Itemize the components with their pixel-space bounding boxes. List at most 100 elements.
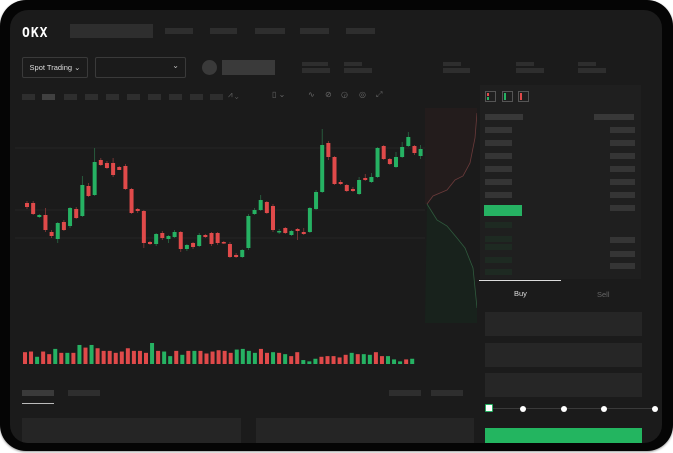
nav-item[interactable] [255,28,285,34]
ask-amount [610,140,635,146]
volume-bar [222,350,227,364]
candle-body [104,163,109,168]
candle-body [111,163,116,175]
depth-chart [425,108,477,323]
pair-dropdown[interactable]: ⌄ [95,57,186,78]
volume-bar [386,356,390,364]
search-placeholder[interactable] [70,24,153,38]
slider-stop[interactable] [561,406,567,412]
indicator-icon[interactable]: ⩘ ⌄ [228,90,239,99]
timeframe-button[interactable] [106,94,119,100]
camera-icon[interactable]: ◶ [341,90,348,99]
timeframe-button[interactable] [210,94,223,100]
tab-buy[interactable]: Buy [514,289,527,298]
candle-body [375,148,380,177]
timeframe-button[interactable] [148,94,161,100]
candlestick-chart[interactable] [10,10,430,380]
nav-item[interactable] [346,28,375,34]
candle-body [80,185,85,216]
slider-stop[interactable] [601,406,607,412]
ask-price [485,127,512,133]
line-tool-icon[interactable]: ∿ [308,90,315,99]
price-input[interactable] [485,312,642,336]
volume-bar [252,352,257,364]
slider-stop[interactable] [652,406,658,412]
amount-slider-track[interactable] [489,408,657,409]
candle-body [61,222,66,230]
volume-bar [283,354,288,364]
chevron-down-icon: ⌄ [172,61,179,70]
orders-panel [22,418,241,443]
spot-trading-selector[interactable]: Spot Trading ⌄ [22,57,88,78]
filter-button[interactable] [389,390,421,396]
volume-bar [295,352,300,364]
candle-body [332,157,337,184]
timeframe-button[interactable] [127,94,140,100]
filter-button[interactable] [431,390,463,396]
volume-bar [289,356,294,364]
candle-body [301,232,306,234]
timeframe-button[interactable] [22,94,35,100]
nav-item[interactable] [210,28,237,34]
volume-bar [35,356,40,364]
nav-item[interactable] [165,28,193,34]
bid-amount [610,251,635,257]
volume-bar [361,354,366,364]
fullscreen-icon[interactable]: ⤢ [376,90,383,99]
candle-body [197,235,202,246]
volume-bar [89,344,94,364]
settings-icon[interactable]: ◎ [359,90,366,99]
orderbook-bids-icon[interactable] [502,91,513,102]
candle-body [98,160,103,165]
candle-body [92,162,97,195]
bid-price [485,222,512,228]
nav-item[interactable] [300,28,329,34]
volume-bar [398,361,403,364]
tab-order-history[interactable] [68,390,100,396]
candle-body [160,233,165,238]
bid-price [485,269,512,275]
total-input[interactable] [485,373,642,397]
volume-bar [343,354,348,364]
volume-bar [137,350,142,364]
bid-depth-line [426,203,477,309]
orderbook-both-icon[interactable] [485,91,496,102]
slider-stop[interactable] [520,406,526,412]
volume-bar [379,356,384,364]
volume-bar [392,359,397,364]
candle-type-icon[interactable]: ▯ ⌄ [272,90,286,99]
candle-body [49,232,54,236]
orderbook-header-price [485,114,523,120]
buy-button[interactable] [485,428,642,443]
candle-body [209,233,214,244]
volume-bar [258,348,263,364]
timeframe-button[interactable] [169,94,182,100]
tab-open-orders[interactable] [22,390,54,396]
tab-sell[interactable]: Sell [597,290,610,299]
stat-value [344,68,372,73]
ask-price [485,153,512,159]
volume-bar [240,348,245,364]
candle-body [191,243,196,247]
buy-tab-underline [479,280,561,281]
timeframe-button[interactable] [64,94,77,100]
ask-amount [610,179,635,185]
ruler-icon[interactable]: ⊘ [325,90,332,99]
timeframe-button[interactable] [85,94,98,100]
candle-body [74,209,79,218]
candle-body [37,215,42,217]
amount-input[interactable] [485,343,642,367]
candle-body [344,185,349,191]
slider-handle[interactable] [485,404,493,412]
okx-logo[interactable]: OKX [22,26,49,41]
candle-body [148,242,152,244]
stat-value [516,68,544,73]
timeframe-button[interactable] [190,94,203,100]
candle-body [178,232,183,249]
volume-bar [404,359,409,364]
timeframe-button[interactable] [42,94,55,100]
coin-icon [202,60,217,75]
stat-label [344,62,362,66]
orderbook-asks-icon[interactable] [518,91,529,102]
volume-bar [65,352,70,364]
